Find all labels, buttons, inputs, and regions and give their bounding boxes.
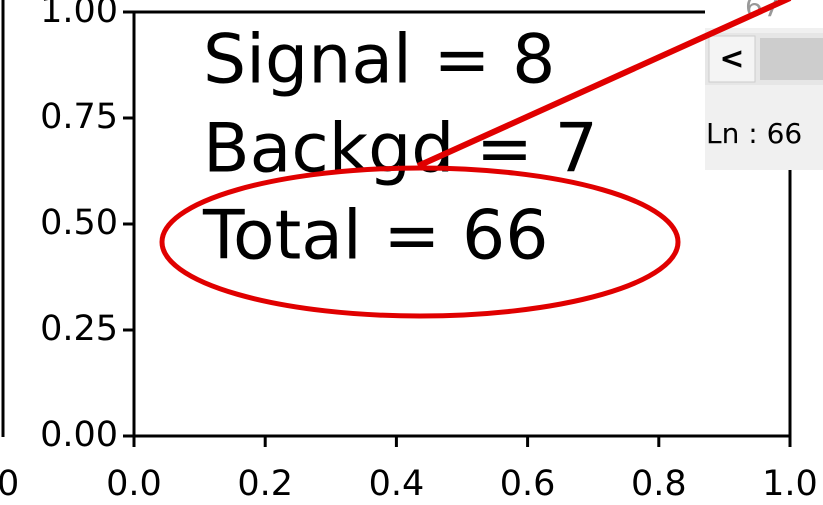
y-tick-label: 0.00 xyxy=(40,415,118,455)
y-tick-label: 0.50 xyxy=(40,203,118,243)
x-tick-label: 0.2 xyxy=(237,464,293,504)
scroll-left-arrow[interactable]: < xyxy=(719,42,744,77)
status-line: Ln : 66 xyxy=(706,117,802,150)
x-tick-label: 0.8 xyxy=(631,464,687,504)
x-tick-label: 0.4 xyxy=(369,464,425,504)
pointer-line xyxy=(416,0,792,169)
x-tick-label: 0.6 xyxy=(500,464,556,504)
y-tick-label: 0.75 xyxy=(40,97,118,137)
x-tick-label: 1.0 xyxy=(762,464,818,504)
scroll-left-button[interactable] xyxy=(708,35,756,83)
y-tick-label: 1.00 xyxy=(40,0,118,31)
annotation: Total = 66 xyxy=(202,197,549,276)
editor-text-area xyxy=(705,0,823,28)
neighbor-tick-label: 0 xyxy=(0,464,19,504)
x-tick-label: 0.0 xyxy=(106,464,162,504)
annotation: Signal = 8 xyxy=(203,21,555,100)
scroll-thumb[interactable] xyxy=(760,38,823,80)
y-tick-label: 0.25 xyxy=(40,309,118,349)
